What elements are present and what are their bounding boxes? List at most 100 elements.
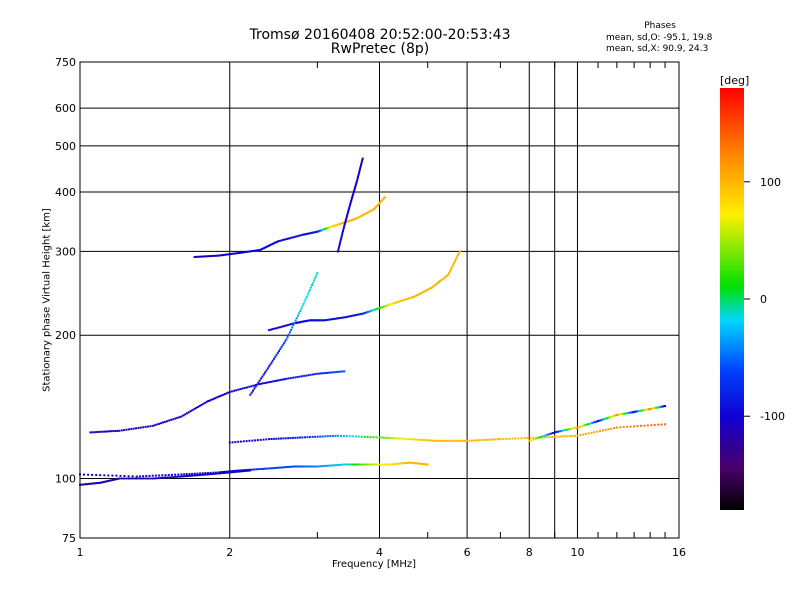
colorbar-tick-label: 0	[760, 293, 767, 306]
data-point	[265, 245, 268, 248]
data-point	[646, 408, 649, 411]
data-point	[337, 246, 340, 249]
data-point	[385, 304, 388, 307]
data-point	[386, 463, 388, 466]
data-point	[292, 236, 295, 239]
data-point	[166, 476, 169, 479]
data-point	[363, 435, 366, 438]
data-point	[603, 417, 606, 420]
data-point	[291, 322, 294, 325]
data-point	[230, 253, 232, 255]
data-point	[421, 463, 424, 465]
data-point	[324, 372, 327, 375]
data-point	[340, 316, 343, 319]
data-point	[200, 473, 203, 476]
data-point	[362, 312, 365, 315]
data-point	[400, 437, 403, 440]
data-point	[262, 373, 265, 376]
data-point	[294, 235, 297, 238]
data-point	[456, 255, 459, 258]
data-point	[391, 302, 394, 305]
data-point	[277, 326, 280, 329]
data-point	[226, 253, 229, 256]
data-point	[303, 374, 306, 377]
data-point	[381, 463, 384, 466]
data-point	[429, 287, 432, 290]
data-point	[204, 473, 207, 476]
data-point	[388, 303, 391, 306]
data-point	[292, 376, 295, 379]
data-point	[268, 381, 271, 384]
data-point	[316, 435, 319, 438]
data-point	[254, 384, 257, 387]
data-point	[314, 231, 317, 234]
data-point	[207, 255, 210, 258]
data-point	[307, 232, 310, 235]
data-point	[217, 254, 220, 257]
data-point	[427, 439, 430, 442]
data-point	[351, 314, 354, 317]
data-point	[448, 270, 451, 273]
data-point	[101, 430, 104, 433]
data-point	[432, 285, 435, 288]
data-point	[357, 216, 359, 219]
data-point	[333, 317, 336, 320]
data-point	[555, 431, 558, 433]
data-point	[220, 254, 223, 257]
data-point	[335, 371, 338, 373]
data-point	[223, 471, 226, 474]
data-point	[277, 379, 280, 382]
data-point	[359, 313, 361, 316]
data-point	[298, 465, 301, 468]
data-point	[387, 436, 390, 439]
data-point	[441, 278, 444, 281]
data-point	[327, 371, 330, 374]
data-point	[195, 407, 198, 409]
data-point	[193, 472, 196, 475]
data-point	[245, 440, 248, 443]
x-axis-label: Frequency [MHz]	[332, 559, 417, 570]
data-point	[551, 432, 554, 434]
data-point	[309, 319, 311, 322]
data-point	[261, 375, 264, 378]
data-point	[419, 462, 421, 465]
data-point	[351, 195, 354, 198]
data-point	[497, 438, 499, 441]
y-tick-label: 100	[55, 473, 76, 486]
data-point	[176, 475, 179, 478]
data-point	[131, 475, 134, 478]
data-point	[268, 329, 271, 332]
data-point	[354, 186, 356, 189]
data-point	[155, 477, 158, 480]
data-point	[290, 465, 292, 468]
data-point	[269, 363, 272, 366]
data-point	[587, 432, 590, 435]
data-point	[270, 361, 273, 364]
data-point	[433, 439, 436, 442]
data-point	[413, 295, 416, 298]
data-point	[231, 252, 234, 255]
plot-frame	[79, 61, 680, 539]
data-point	[329, 464, 332, 467]
data-point	[285, 377, 288, 380]
data-point	[458, 250, 461, 253]
data-point	[565, 428, 568, 431]
data-point	[207, 472, 210, 474]
data-point	[293, 321, 296, 324]
data-point	[302, 320, 305, 323]
data-point	[360, 160, 363, 163]
data-point	[261, 247, 264, 250]
data-point	[295, 321, 298, 324]
data-point	[323, 319, 326, 322]
data-point	[314, 465, 317, 468]
data-point	[340, 237, 343, 240]
data-point	[256, 383, 259, 386]
data-point	[303, 300, 306, 303]
data-point	[324, 435, 327, 438]
data-point	[193, 256, 196, 258]
data-point	[574, 426, 577, 429]
data-point	[197, 255, 200, 258]
x-tick-label: 4	[376, 546, 383, 559]
data-point	[331, 464, 334, 467]
data-point	[254, 385, 257, 388]
